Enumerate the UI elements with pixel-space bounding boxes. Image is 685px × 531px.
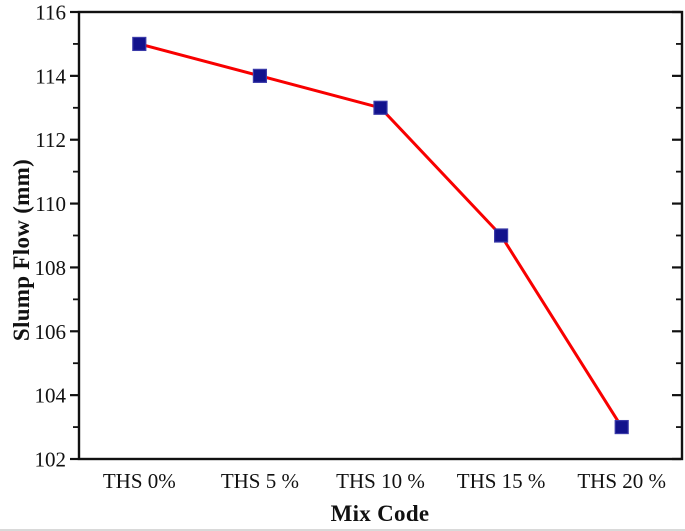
y-tick-label: 106 [35, 320, 67, 344]
y-tick-label: 108 [35, 256, 67, 280]
plot-border [77, 10, 684, 461]
y-axis-title: Slump Flow (mm) [9, 158, 34, 342]
y-tick-label: 116 [35, 1, 66, 25]
y-tick-label: 102 [35, 448, 67, 472]
y-tick-label: 110 [35, 192, 66, 216]
data-point-marker [373, 100, 388, 115]
data-point-marker [614, 419, 629, 435]
x-category-label: THS 5 % [221, 469, 299, 493]
x-category-label: THS 10 % [336, 469, 425, 493]
data-point-marker [132, 36, 147, 52]
x-axis-title: Mix Code [330, 501, 430, 526]
y-tick-label: 112 [35, 128, 66, 152]
data-point-marker [494, 228, 509, 243]
y-tick-label: 114 [35, 64, 66, 88]
data-point-marker [252, 68, 267, 83]
x-category-label: THS 15 % [457, 469, 546, 493]
x-category-label: THS 20 % [577, 469, 666, 493]
x-category-label: THS 0% [103, 469, 176, 493]
page-divider-line [0, 529, 685, 531]
y-tick-label: 104 [35, 384, 67, 408]
